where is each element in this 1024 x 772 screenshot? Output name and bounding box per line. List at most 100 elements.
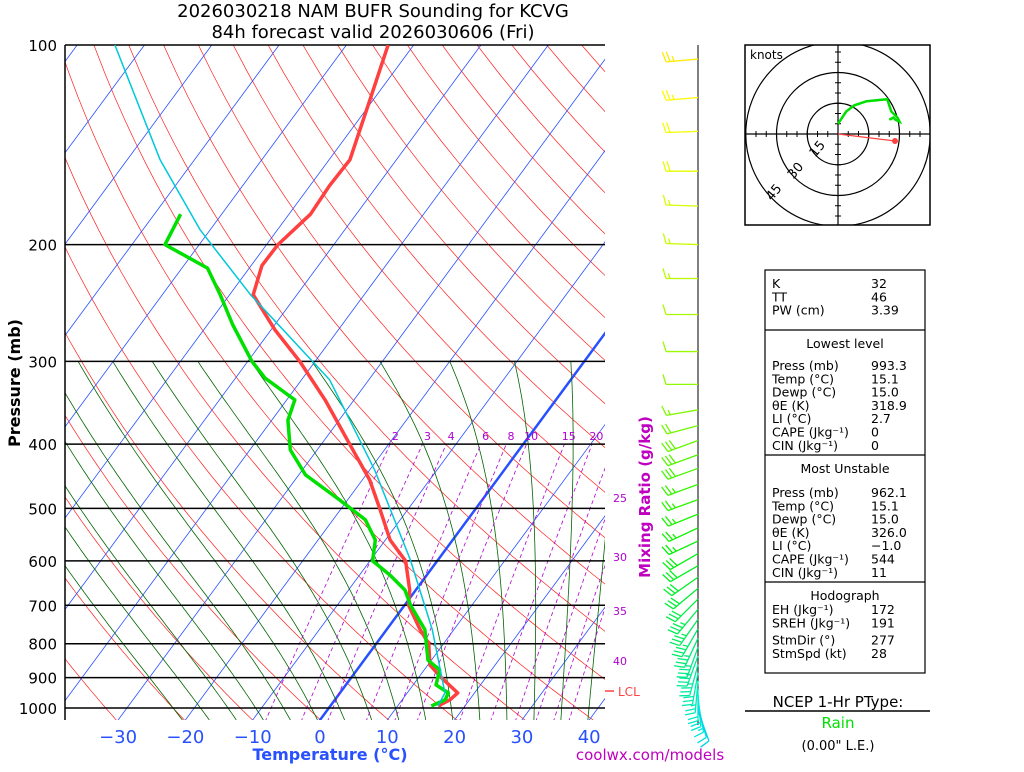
wind-barb-staff	[666, 205, 698, 206]
wind-barb-staff	[666, 410, 698, 416]
wind-barb-flag	[663, 342, 666, 352]
wind-barb-staff	[668, 500, 698, 511]
wind-barb-flag	[678, 682, 688, 683]
wind-barb-flag	[679, 669, 689, 670]
wind-barb-half-flag	[698, 728, 703, 730]
wind-barb-flag	[678, 659, 688, 661]
wind-barb-flag	[694, 732, 703, 737]
wind-barb	[665, 588, 698, 609]
moist-adiabat	[113, 361, 346, 722]
wind-barb	[662, 455, 698, 466]
moist-adiabat	[152, 361, 372, 722]
moist-adiabat	[47, 361, 291, 722]
wind-barb-flag	[662, 406, 667, 415]
wind-barb-half-flag	[673, 534, 676, 538]
wind-barb-half-flag	[683, 645, 688, 646]
dry-adiabat	[24, 45, 527, 722]
chart-subtitle: 84h forecast valid 2026030606 (Fri)	[211, 22, 534, 43]
stat-value: 11	[871, 565, 887, 580]
y-tick-label: 200	[28, 237, 57, 255]
mixing-ratio-axis-label: Mixing Ratio (g/kg)	[636, 416, 654, 578]
y-tick-label: 1000	[19, 700, 57, 718]
y-axis-label: Pressure (mb)	[5, 319, 24, 447]
moist-adiabat	[0, 361, 211, 722]
wind-barb	[663, 195, 698, 206]
dry-adiabat	[0, 45, 186, 722]
wind-barb-flag	[674, 666, 684, 668]
wind-barb-staff	[667, 426, 698, 434]
wind-barb-flag	[663, 195, 666, 205]
wind-barb	[663, 305, 698, 315]
wind-barb-flag	[685, 713, 695, 715]
dry-adiabat	[407, 45, 1024, 722]
stat-label: PW (cm)	[772, 303, 825, 318]
isotherm	[0, 45, 212, 722]
wind-barb-staff	[668, 441, 698, 452]
x-tick-label: −30	[99, 727, 137, 748]
wind-barb-staff	[698, 711, 709, 741]
wind-barb-staff	[666, 59, 698, 62]
wind-barb	[662, 500, 698, 511]
wind-barb-staff	[668, 468, 698, 479]
wind-barb-flag	[662, 52, 666, 62]
moist-adiabat	[251, 361, 427, 722]
wind-barb	[663, 233, 698, 244]
wind-barb	[662, 90, 698, 100]
wind-barb-half-flag	[672, 56, 674, 61]
dewpoint-profile	[165, 214, 448, 706]
wind-barb	[663, 161, 698, 171]
wind-barb-flag	[688, 717, 698, 720]
mixing-ratio-label: 35	[613, 605, 627, 618]
isotherm	[0, 45, 279, 722]
isotherm	[251, 45, 750, 722]
mixing-ratio-label: 30	[613, 551, 627, 564]
wind-barb-flag	[674, 636, 684, 639]
ptype-value: Rain	[822, 714, 855, 732]
wind-barb-flag	[663, 123, 666, 133]
wind-barb-staff	[668, 455, 698, 466]
y-tick-label: 100	[28, 37, 57, 55]
wind-barb-flag	[697, 737, 706, 742]
wind-barb-flag	[663, 233, 666, 243]
wind-barb-flag	[666, 52, 670, 62]
wind-barb-staff	[672, 577, 698, 595]
storm-motion-marker	[892, 138, 898, 144]
stat-label: CIN (Jkg⁻¹)	[772, 565, 838, 580]
mixing-ratio-line	[515, 444, 614, 722]
wind-barb-flag	[672, 639, 682, 642]
wind-barb-flag	[669, 614, 678, 619]
wind-barb-half-flag	[672, 504, 675, 508]
mixing-ratio-line	[536, 444, 633, 722]
wind-barb-flag	[691, 723, 701, 727]
wind-barb-flag	[679, 678, 689, 679]
wind-barb-flag	[674, 651, 684, 653]
stat-value: 0	[871, 438, 879, 453]
moist-adiabat	[450, 361, 507, 722]
stats-section-header: Lowest level	[806, 336, 883, 351]
wind-barb-staff	[666, 243, 698, 244]
wind-barb	[663, 122, 698, 132]
wind-barb-flag	[663, 268, 666, 278]
wind-barb-flag	[668, 630, 678, 634]
isotherm	[0, 45, 414, 722]
wind-barb-flag	[672, 654, 682, 656]
x-axis-label: Temperature (°C)	[252, 745, 407, 764]
wind-barb-flag	[667, 161, 670, 171]
wind-barb	[662, 514, 698, 526]
wind-barb-staff	[666, 131, 698, 132]
wind-barb-half-flag	[672, 519, 675, 523]
y-tick-label: 300	[28, 353, 57, 371]
wind-barb	[662, 484, 698, 495]
wind-barb-flag	[670, 627, 680, 631]
mixing-ratio-label: 6	[482, 430, 489, 443]
stat-value: 191	[871, 615, 895, 630]
wind-barb	[674, 638, 698, 667]
stat-label: StmSpd (kt)	[772, 646, 847, 661]
wind-barb-half-flag	[680, 623, 685, 625]
ptype-amount: (0.00" L.E.)	[802, 739, 875, 754]
y-tick-label: 500	[28, 500, 57, 518]
moist-adiabat	[561, 361, 573, 722]
wind-barb-flag	[677, 686, 687, 687]
wind-barb-flag	[677, 677, 687, 678]
isotherm	[184, 45, 683, 722]
